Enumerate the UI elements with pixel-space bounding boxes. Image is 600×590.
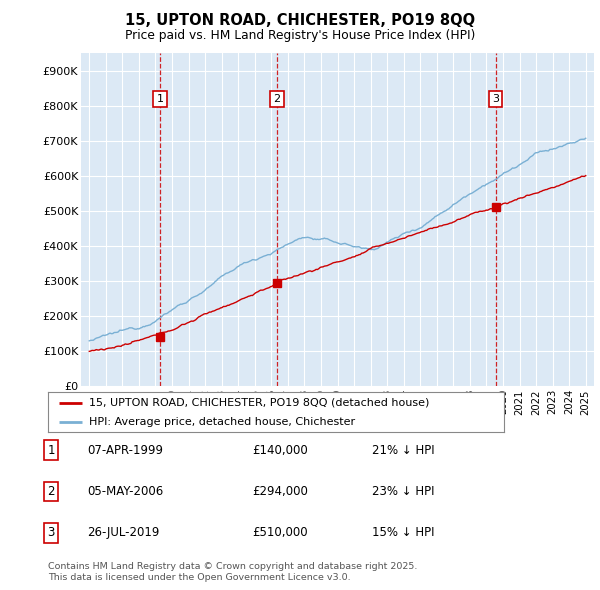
Text: £140,000: £140,000 <box>252 444 308 457</box>
Text: 3: 3 <box>493 94 499 104</box>
Text: 21% ↓ HPI: 21% ↓ HPI <box>372 444 434 457</box>
Text: 26-JUL-2019: 26-JUL-2019 <box>87 526 160 539</box>
Text: 07-APR-1999: 07-APR-1999 <box>87 444 163 457</box>
Text: 15, UPTON ROAD, CHICHESTER, PO19 8QQ (detached house): 15, UPTON ROAD, CHICHESTER, PO19 8QQ (de… <box>89 398 430 408</box>
Text: 05-MAY-2006: 05-MAY-2006 <box>87 485 163 498</box>
Text: Contains HM Land Registry data © Crown copyright and database right 2025.
This d: Contains HM Land Registry data © Crown c… <box>48 562 418 582</box>
Text: £294,000: £294,000 <box>252 485 308 498</box>
Text: 3: 3 <box>47 526 55 539</box>
Text: Price paid vs. HM Land Registry's House Price Index (HPI): Price paid vs. HM Land Registry's House … <box>125 30 475 42</box>
Text: HPI: Average price, detached house, Chichester: HPI: Average price, detached house, Chic… <box>89 417 355 427</box>
Text: 2: 2 <box>274 94 280 104</box>
Text: 2: 2 <box>47 485 55 498</box>
Text: 15% ↓ HPI: 15% ↓ HPI <box>372 526 434 539</box>
Text: 1: 1 <box>157 94 163 104</box>
Text: £510,000: £510,000 <box>252 526 308 539</box>
Text: 15, UPTON ROAD, CHICHESTER, PO19 8QQ: 15, UPTON ROAD, CHICHESTER, PO19 8QQ <box>125 13 475 28</box>
Text: 1: 1 <box>47 444 55 457</box>
Text: 23% ↓ HPI: 23% ↓ HPI <box>372 485 434 498</box>
